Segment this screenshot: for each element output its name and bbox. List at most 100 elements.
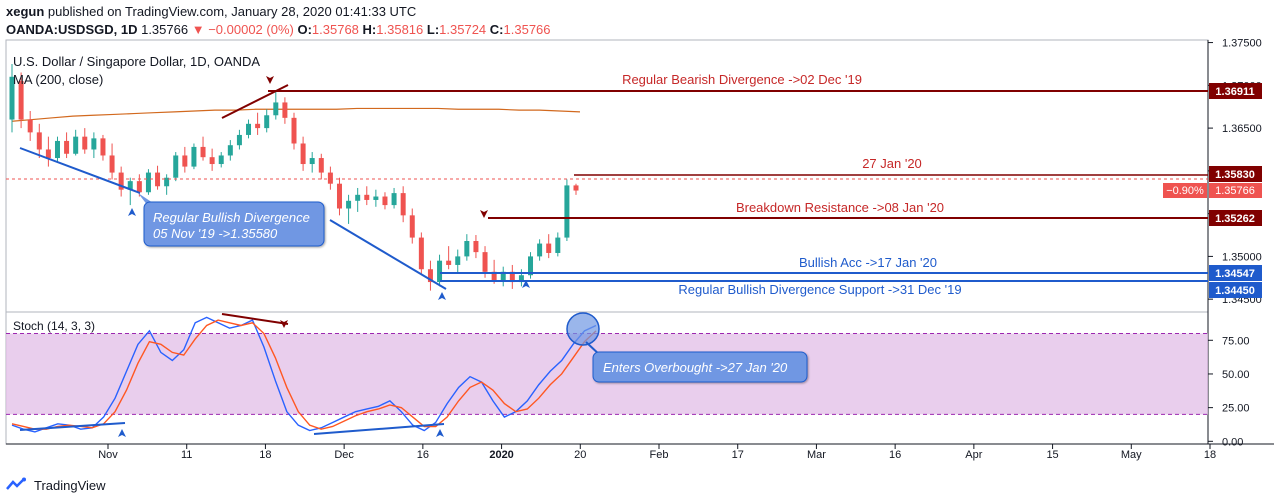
time-tick-label: 18 <box>259 449 271 461</box>
candle <box>54 136 60 163</box>
time-tick-label: Mar <box>807 449 826 461</box>
candle <box>391 187 397 209</box>
candle-body <box>145 172 151 193</box>
candle <box>473 235 479 259</box>
candle <box>145 169 151 195</box>
candle <box>27 110 33 141</box>
callout1-line2: 05 Nov '19 ->1.35580 <box>153 226 278 241</box>
candlestick-series <box>9 63 579 291</box>
time-tick-label: 20 <box>574 449 586 461</box>
candle <box>164 174 170 195</box>
candle-body <box>564 185 570 238</box>
candle-body <box>109 155 115 173</box>
candle-body <box>191 146 197 167</box>
callout-overbought[interactable]: Enters Overbought ->27 Jan '20 <box>592 351 808 383</box>
candle-body <box>400 193 406 216</box>
candle <box>282 97 288 124</box>
candle-body <box>491 271 497 281</box>
candle-body <box>200 146 206 158</box>
stoch-bullish-trendline-2[interactable] <box>313 423 445 435</box>
tag-pct: −0.90% <box>1166 185 1204 197</box>
open-value: 1.35768 <box>311 22 359 37</box>
candle-body <box>555 237 561 253</box>
time-tick-label: Dec <box>334 449 354 461</box>
publish-info: xegun published on TradingView.com, Janu… <box>6 4 416 19</box>
brand-name[interactable]: TradingView <box>34 477 106 493</box>
price-pane-frame <box>5 39 1209 313</box>
rocket-icon <box>436 429 444 437</box>
candle <box>564 179 570 242</box>
bullish-divergence-trendline-2[interactable] <box>329 219 447 290</box>
price-tags: 1.36911 1.35830 −0.90% 1.35766 1.35262 1… <box>1163 83 1262 298</box>
candle <box>528 252 534 279</box>
candle-body <box>382 196 388 206</box>
price-tick-label: 1.35000 <box>1222 251 1262 263</box>
candle-body <box>54 140 60 159</box>
stoch-tick-label: 50.00 <box>1222 369 1250 381</box>
candle-body <box>518 275 524 283</box>
rocket-down-icon <box>480 210 488 218</box>
candle <box>45 136 51 167</box>
high-label: H: <box>362 22 377 37</box>
candle <box>336 177 342 216</box>
ma-legend[interactable]: MA (200, close) <box>13 72 104 87</box>
tag-bg <box>1209 183 1262 198</box>
open-label: O: <box>297 22 312 37</box>
candle-body <box>218 155 224 165</box>
author-name[interactable]: xegun <box>6 4 45 19</box>
tag-1-34547: 1.34547 <box>1215 268 1255 280</box>
stoch-bearish-trendline[interactable] <box>221 313 289 325</box>
candle <box>382 192 388 210</box>
time-tick-label: 18 <box>1204 449 1216 461</box>
tag-bg <box>1209 210 1262 226</box>
candle <box>200 136 206 161</box>
ohlc-line: OANDA:USDSGD, 1D 1.35766 ▼ −0.00002 (0%)… <box>6 22 551 37</box>
candle <box>64 132 70 159</box>
stoch-bullish-trendline-1[interactable] <box>19 422 126 431</box>
overbought-highlight-circle[interactable] <box>566 312 600 346</box>
publish-text: published on TradingView.com, January 28… <box>47 4 417 19</box>
stoch-legend[interactable]: Stoch (14, 3, 3) <box>13 319 96 333</box>
high-value: 1.35816 <box>376 22 424 37</box>
price-change: ▼ −0.00002 (0%) <box>191 22 294 37</box>
candle-body <box>336 183 342 209</box>
time-tick-label: 11 <box>181 449 192 461</box>
time-tick-label: Feb <box>650 449 669 461</box>
time-tick-label: 17 <box>732 449 744 461</box>
candle-body <box>427 269 433 283</box>
chart-title: U.S. Dollar / Singapore Dollar, 1D, OAND… <box>13 54 261 69</box>
bullish-divergence-trendline-1[interactable] <box>19 147 141 194</box>
candle-body <box>509 271 515 283</box>
tag-1-36911: 1.36911 <box>1215 86 1254 98</box>
time-tick-label: Nov <box>98 449 118 461</box>
candle-body <box>227 145 233 156</box>
callout1-box <box>143 201 325 247</box>
time-tick-label: 2020 <box>489 449 513 461</box>
rocket-markers <box>118 208 530 437</box>
candle <box>227 140 233 161</box>
stoch-d-line <box>11 319 597 430</box>
callout-bullish-divergence[interactable]: Regular Bullish Divergence 05 Nov '19 ->… <box>138 193 325 247</box>
candle <box>273 90 279 120</box>
candle-body <box>255 123 261 129</box>
candle-body <box>346 200 352 209</box>
candle-body <box>528 256 534 276</box>
candle-body <box>164 177 170 187</box>
candle-body <box>455 256 461 265</box>
rocket-down-icon <box>266 76 274 84</box>
candle <box>546 234 552 259</box>
price-tick-label: 1.37500 <box>1222 38 1262 50</box>
time-tick-label: Apr <box>965 449 982 461</box>
rocket-icon <box>118 429 126 437</box>
stoch-tick-label: 25.00 <box>1222 403 1250 415</box>
candle <box>537 239 543 261</box>
tradingview-logo-icon[interactable] <box>6 477 28 493</box>
time-tick-label: 16 <box>417 449 429 461</box>
candle <box>491 259 497 284</box>
candle-body <box>246 123 252 135</box>
bearish-divergence-trendline[interactable] <box>221 84 289 119</box>
candle <box>100 134 106 161</box>
candle <box>464 234 470 261</box>
rocket-icon <box>128 208 136 216</box>
